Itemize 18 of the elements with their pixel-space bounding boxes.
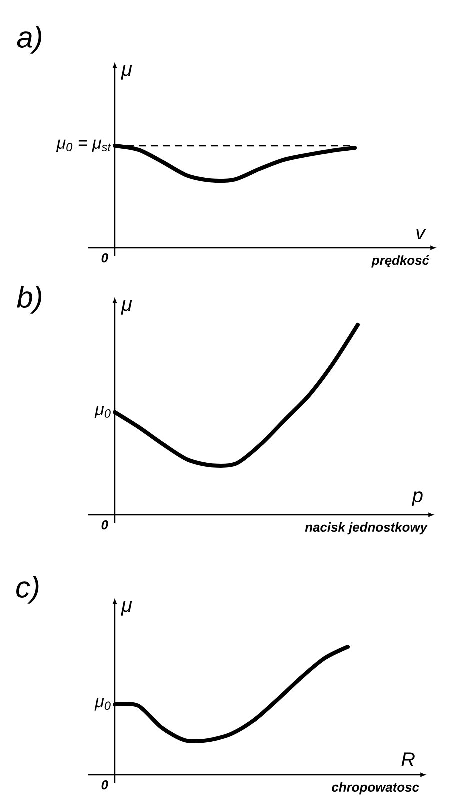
text: prędkosć (372, 256, 430, 268)
x-axis-title: p (412, 492, 423, 506)
text: 0 (102, 520, 108, 530)
chart-title: c) (16, 576, 39, 604)
ref-line-label: μ$_{0}$ = μ$_{st}$ (56, 140, 112, 152)
y-axis-title: μ (121, 66, 132, 80)
x-axis-title: v (416, 228, 426, 240)
text: nacisk jednostkowy (305, 522, 428, 535)
text: 0 (102, 254, 108, 263)
y-axis-title: μ (121, 602, 132, 616)
chart-title: a) (17, 26, 42, 54)
annotation: μ$_{0}$ (94, 406, 111, 418)
chart-title: b) (17, 286, 42, 314)
annotation: μ$_{0}$ (94, 698, 111, 711)
y-axis-title: μ (121, 300, 132, 315)
x-axis-title: R (402, 752, 415, 766)
text: chropowatosc (332, 782, 420, 795)
text: 0 (102, 780, 108, 790)
